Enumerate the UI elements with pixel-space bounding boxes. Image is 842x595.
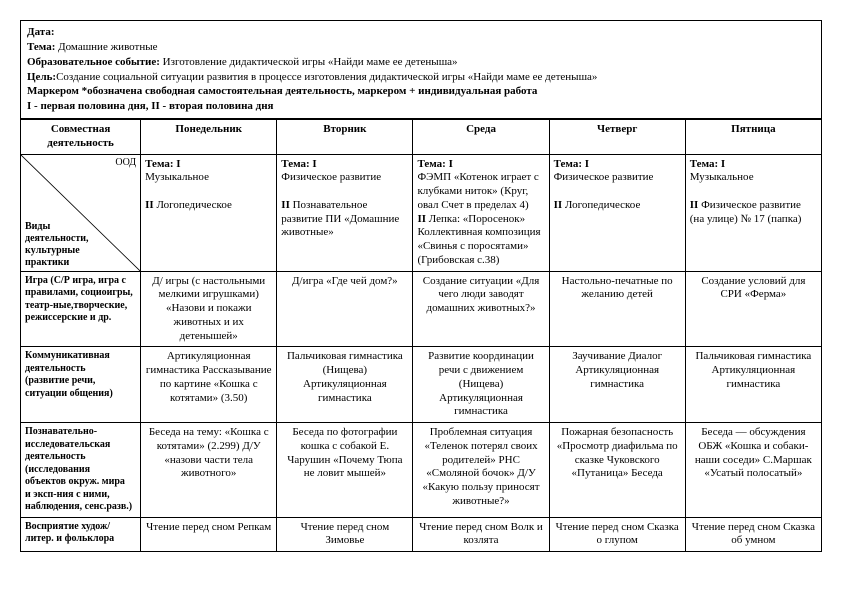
- research-mon: Беседа на тему: «Кошка с котятами» (2.29…: [141, 423, 277, 518]
- header-row: Совместная деятельность Понедельник Втор…: [21, 120, 822, 155]
- research-wed: Проблемная ситуация «Теленок потерял сво…: [413, 423, 549, 518]
- col-mon: Понедельник: [141, 120, 277, 155]
- game-label: Игра (С/Р игра, игра справилами, социоиг…: [21, 271, 141, 347]
- lit-label: Восприятие худож/литер. и фольклора: [21, 517, 141, 552]
- game-tue: Д/игра «Где чей дом?»: [277, 271, 413, 347]
- game-wed: Создание ситуации «Для чего люди заводят…: [413, 271, 549, 347]
- row-research: Познавательно-исследовательскаядеятельно…: [21, 423, 822, 518]
- comm-wed: Развитие координации речи с движением (Н…: [413, 347, 549, 423]
- row-comm: Коммуникативнаядеятельность(развитие реч…: [21, 347, 822, 423]
- col-thu: Четверг: [549, 120, 685, 155]
- ood-mon: Тема: IМузыкальноеII Логопедическое: [141, 154, 277, 271]
- research-label: Познавательно-исследовательскаядеятельно…: [21, 423, 141, 518]
- ood-thu: Тема: IФизическое развитиеII Логопедичес…: [549, 154, 685, 271]
- lit-wed: Чтение перед сном Волк и козлята: [413, 517, 549, 552]
- col-joint: Совместная деятельность: [21, 120, 141, 155]
- lit-thu: Чтение перед сном Сказка о глупом: [549, 517, 685, 552]
- topic-label: Тема:: [27, 41, 55, 53]
- col-fri: Пятница: [685, 120, 821, 155]
- halves-note: I - первая половина дня, II - вторая пол…: [27, 99, 815, 114]
- col-tue: Вторник: [277, 120, 413, 155]
- diag-cell: ООД Видыдеятельности,культурныепрактики: [21, 154, 141, 271]
- event-label: Образовательное событие:: [27, 56, 160, 68]
- research-thu: Пожарная безопасность «Просмотр диафильм…: [549, 423, 685, 518]
- ood-fri: Тема: IМузыкальноеII Физическое развитие…: [685, 154, 821, 271]
- row-ood: ООД Видыдеятельности,культурныепрактики …: [21, 154, 822, 271]
- row-lit: Восприятие худож/литер. и фольклора Чтен…: [21, 517, 822, 552]
- comm-fri: Пальчиковая гимнастика Артикуляционная г…: [685, 347, 821, 423]
- lit-tue: Чтение перед сном Зимовье: [277, 517, 413, 552]
- schedule-table: Совместная деятельность Понедельник Втор…: [20, 119, 822, 552]
- date-label: Дата:: [27, 26, 54, 38]
- row-game: Игра (С/Р игра, игра справилами, социоиг…: [21, 271, 822, 347]
- col-wed: Среда: [413, 120, 549, 155]
- lit-mon: Чтение перед сном Репкам: [141, 517, 277, 552]
- goal-value: Создание социальной ситуации развития в …: [56, 71, 597, 83]
- ood-tue: Тема: IФизическое развитиеII Познаватель…: [277, 154, 413, 271]
- research-fri: Беседа — обсуждения ОБЖ «Кошка и собаки-…: [685, 423, 821, 518]
- game-thu: Настольно-печатные по желанию детей: [549, 271, 685, 347]
- lit-fri: Чтение перед сном Сказка об умном: [685, 517, 821, 552]
- event-value: Изготовление дидактической игры «Найди м…: [163, 56, 458, 68]
- comm-thu: Заучивание Диалог Артикуляционная гимнас…: [549, 347, 685, 423]
- game-mon: Д/ игры (с настольными мелкими игрушками…: [141, 271, 277, 347]
- ood-wed: Тема: IФЭМП «Котенок играет с клубками н…: [413, 154, 549, 271]
- marker-note: Маркером *обозначена свободная самостоят…: [27, 84, 815, 99]
- comm-label: Коммуникативнаядеятельность(развитие реч…: [21, 347, 141, 423]
- diag-top: ООД: [115, 157, 136, 170]
- diag-bottom: Видыдеятельности,культурныепрактики: [25, 221, 89, 269]
- topic-value: Домашние животные: [58, 41, 157, 53]
- comm-tue: Пальчиковая гимнастика (Нищева) Артикуля…: [277, 347, 413, 423]
- goal-label: Цель:: [27, 71, 56, 83]
- header-block: Дата: Тема: Домашние животные Образовате…: [20, 20, 822, 119]
- game-fri: Создание условий для СРИ «Ферма»: [685, 271, 821, 347]
- research-tue: Беседа по фотографии кошка с собакой Е. …: [277, 423, 413, 518]
- comm-mon: Артикуляционная гимнастика Рассказывание…: [141, 347, 277, 423]
